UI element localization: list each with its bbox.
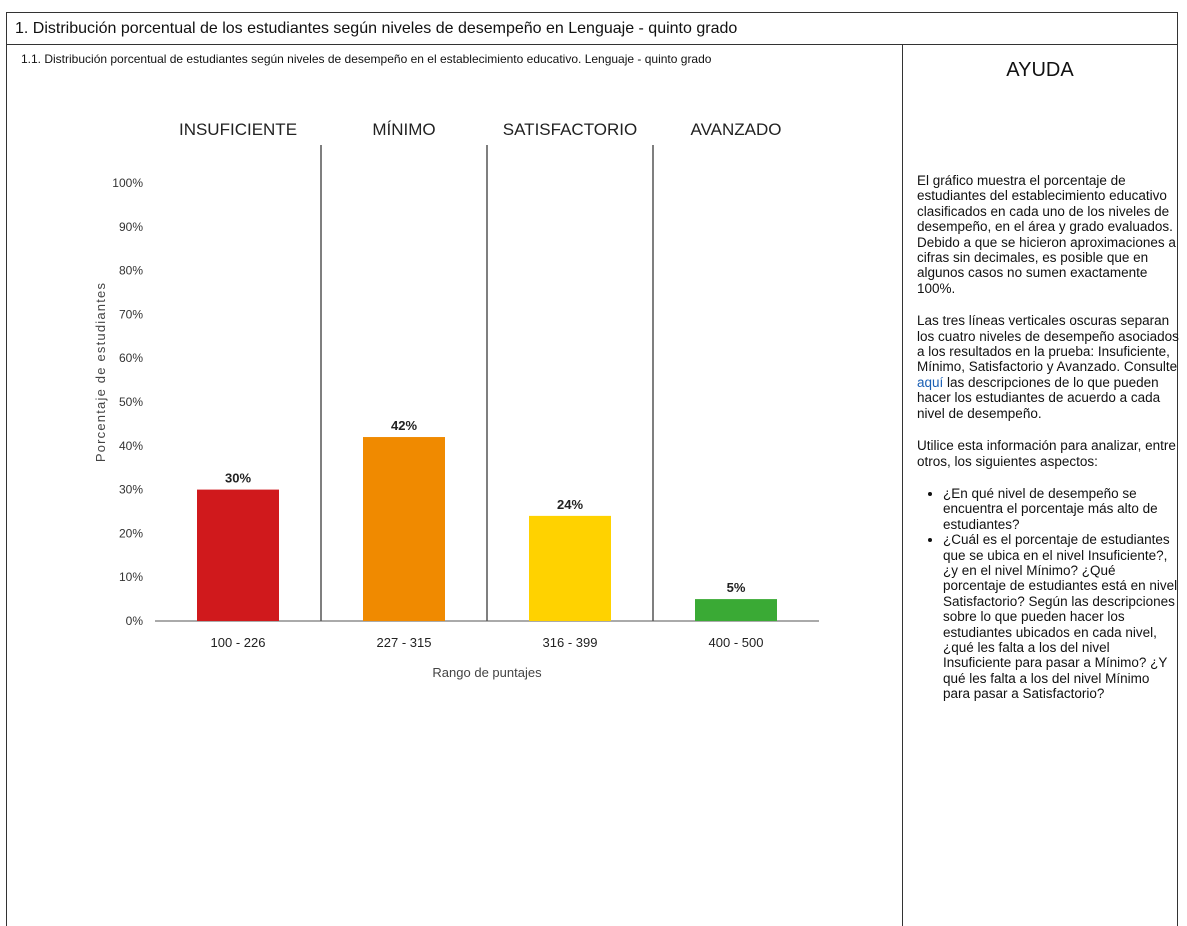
bar-value-label: 5%: [727, 580, 746, 595]
y-tick-label: 100%: [112, 176, 143, 190]
y-tick-label: 0%: [126, 614, 144, 628]
section-header: 1. Distribución porcentual de los estudi…: [7, 13, 1177, 45]
bar: [197, 489, 279, 621]
level-label: AVANZADO: [691, 120, 782, 139]
help-paragraph-3: Utilice esta información para analizar, …: [917, 438, 1176, 469]
help-paragraph-2-start: Las tres líneas verticales oscuras separ…: [917, 313, 1179, 375]
help-paragraph-2-end: las descripciones de lo que pueden hacer…: [917, 374, 1161, 421]
bar: [363, 437, 445, 621]
level-label: INSUFICIENTE: [179, 120, 297, 139]
y-tick-label: 40%: [119, 439, 143, 453]
y-tick-label: 80%: [119, 264, 143, 278]
help-question-list: ¿En qué nivel de desempeño se encuentra …: [917, 486, 1179, 702]
bar-chart: 0% 10% 20% 30% 40% 50% 60% 70% 80% 90% 100% INSUFIC…: [93, 120, 819, 680]
x-tick-label: 100 - 226: [211, 635, 266, 650]
help-panel: AYUDA El gráfico muestra el porcentaje d…: [903, 45, 1179, 926]
bar: [529, 515, 611, 621]
x-tick-label: 316 - 399: [543, 635, 598, 650]
y-tick-label: 50%: [119, 395, 143, 409]
y-tick-label: 20%: [119, 526, 143, 540]
help-question-2: ¿Cuál es el porcentaje de estudiantes qu…: [943, 532, 1179, 701]
help-paragraph-1: El gráfico muestra el porcentaje de estu…: [917, 173, 1176, 296]
report-frame: 1. Distribución porcentual de los estudi…: [6, 12, 1179, 926]
y-tick-label: 60%: [119, 351, 143, 365]
y-tick-label: 70%: [119, 307, 143, 321]
bar-value-label: 24%: [557, 497, 583, 512]
y-tick-label: 90%: [119, 220, 143, 234]
bar-value-label: 42%: [391, 418, 417, 433]
level-label: MÍNIMO: [372, 120, 435, 139]
chart-subtitle: 1.1. Distribución porcentual de estudian…: [21, 52, 712, 66]
y-tick-label: 10%: [119, 570, 143, 584]
chart-panel: 1.1. Distribución porcentual de estudian…: [7, 45, 903, 926]
descriptions-link[interactable]: aquí: [917, 374, 944, 390]
bar-value-label: 30%: [225, 471, 251, 486]
help-question-1: ¿En qué nivel de desempeño se encuentra …: [943, 486, 1179, 532]
x-tick-label: 400 - 500: [709, 635, 764, 650]
x-axis-title: Rango de puntajes: [432, 665, 542, 680]
y-axis-title: Porcentaje de estudiantes: [93, 282, 108, 462]
section-title: 1. Distribución porcentual de los estudi…: [15, 20, 738, 37]
bar: [695, 599, 777, 621]
help-body: El gráfico muestra el porcentaje de estu…: [917, 173, 1179, 702]
level-label: SATISFACTORIO: [503, 120, 637, 139]
help-paragraph-2: Las tres líneas verticales oscuras separ…: [917, 313, 1179, 421]
y-tick-label: 30%: [119, 483, 143, 497]
help-title: AYUDA: [1006, 59, 1074, 81]
x-tick-label: 227 - 315: [377, 635, 432, 650]
